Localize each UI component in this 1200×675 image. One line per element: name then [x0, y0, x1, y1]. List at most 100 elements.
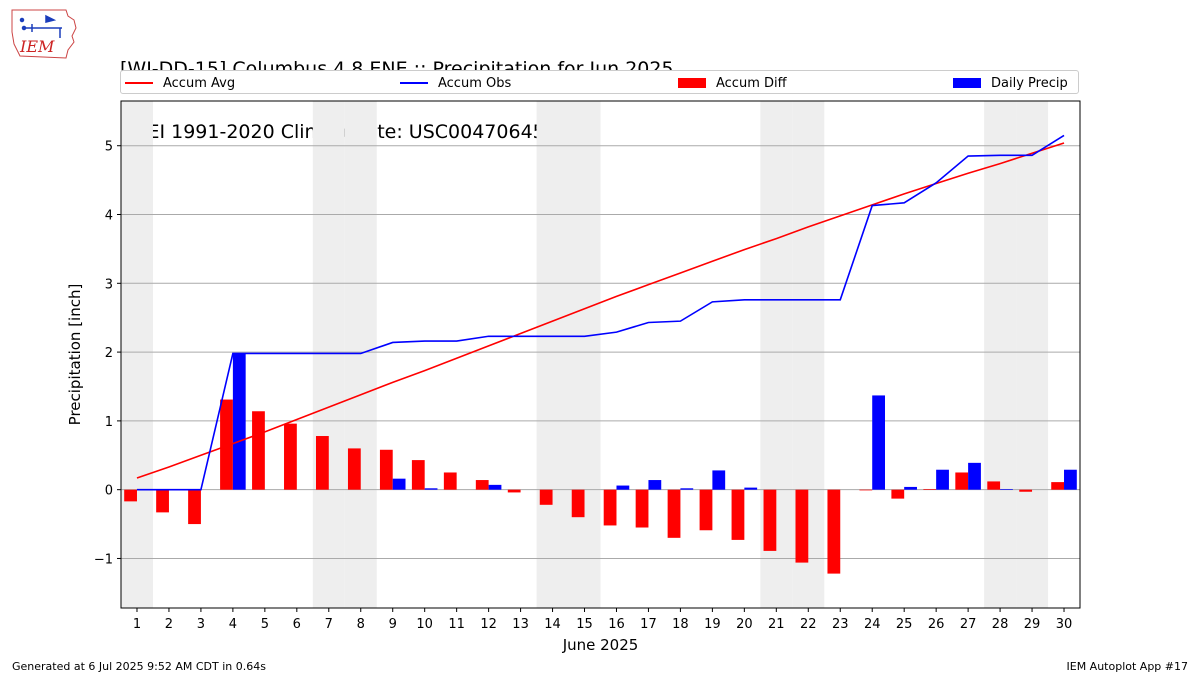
- bar-accum-diff: [347, 448, 361, 490]
- bar-daily-precip: [424, 488, 438, 490]
- bar-accum-diff: [827, 489, 841, 574]
- x-tick-label: 18: [672, 617, 689, 632]
- x-tick-label: 9: [389, 617, 397, 632]
- iem-logo: IEM: [11, 9, 77, 59]
- x-tick-label: 22: [800, 617, 817, 632]
- x-tick-label: 11: [448, 617, 465, 632]
- bar-daily-precip: [968, 462, 981, 490]
- bar-daily-precip: [488, 484, 502, 490]
- x-tick-label: 28: [992, 617, 1009, 632]
- bar-accum-diff: [411, 460, 425, 490]
- bar-accum-diff: [539, 489, 553, 505]
- bar-accum-diff: [795, 489, 809, 563]
- y-tick-label: 5: [105, 140, 113, 155]
- bar-accum-diff: [252, 411, 265, 490]
- y-tick-label: 4: [105, 209, 113, 224]
- bar-accum-diff: [859, 489, 873, 491]
- bar-accum-diff: [699, 489, 713, 531]
- bar-daily-precip: [680, 488, 694, 490]
- bar-daily-precip: [936, 469, 949, 490]
- x-tick-label: 29: [1024, 617, 1041, 632]
- bar-accum-diff: [188, 489, 201, 525]
- logo-text: IEM: [19, 37, 55, 56]
- x-tick-label: 7: [325, 617, 333, 632]
- bar-accum-diff: [923, 488, 937, 490]
- weather-station-icon: [19, 14, 62, 38]
- x-tick-label: 14: [544, 617, 561, 632]
- x-tick-label: 3: [197, 617, 205, 632]
- x-tick-label: 5: [261, 617, 269, 632]
- legend-label-daily-precip: Daily Precip: [991, 75, 1068, 91]
- bar-accum-diff: [635, 489, 649, 528]
- bar-accum-diff: [284, 423, 297, 490]
- legend-label-accum-avg: Accum Avg: [163, 75, 236, 91]
- bar-accum-diff: [603, 489, 617, 526]
- bar-accum-diff: [731, 489, 745, 540]
- x-tick-label: 20: [736, 617, 753, 632]
- line-accum-avg: [136, 142, 1065, 479]
- bar-accum-diff: [507, 489, 521, 493]
- x-tick-label: 2: [165, 617, 173, 632]
- x-tick-label: 24: [864, 617, 881, 632]
- bar-daily-precip: [1064, 469, 1077, 490]
- x-tick-label: 27: [960, 617, 977, 632]
- bar-daily-precip: [616, 485, 630, 490]
- x-tick-label: 13: [512, 617, 529, 632]
- x-tick-label: 10: [416, 617, 433, 632]
- weekend-shade: [344, 101, 377, 608]
- y-tick-label: 0: [105, 484, 113, 499]
- bar-accum-diff: [1051, 482, 1065, 490]
- weekend-shade: [121, 101, 153, 608]
- bar-accum-diff: [571, 489, 585, 518]
- x-tick-label: 21: [768, 617, 785, 632]
- plot-frame: [120, 100, 1081, 609]
- bar-accum-diff: [763, 489, 777, 551]
- weekend-shade: [984, 101, 1017, 608]
- bar-daily-precip: [648, 480, 662, 490]
- bar-daily-precip: [232, 353, 246, 490]
- legend-swatch-daily-precip: [953, 78, 981, 88]
- weekend-shade: [312, 101, 345, 608]
- x-tick-label: 1: [133, 617, 141, 632]
- legend-item-accum-avg: Accum Avg: [125, 74, 235, 92]
- bar-accum-diff: [475, 480, 489, 490]
- bar-daily-precip: [1000, 488, 1013, 490]
- legend-label-accum-diff: Accum Diff: [716, 75, 787, 91]
- x-tick-label: 17: [640, 617, 657, 632]
- y-axis-label: Precipitation [inch]: [66, 284, 84, 426]
- y-tick-label: 1: [105, 415, 113, 430]
- x-tick-label: 12: [480, 617, 497, 632]
- x-tick-label: 19: [704, 617, 721, 632]
- x-axis-label: June 2025: [562, 636, 639, 654]
- bar-daily-precip: [744, 487, 758, 490]
- y-tick-label: 3: [105, 277, 113, 292]
- bar-daily-precip: [712, 470, 726, 490]
- chart-legend: Accum Avg Accum Obs Accum Diff Daily Pre…: [120, 70, 1079, 94]
- weekend-shade: [536, 101, 569, 608]
- legend-item-daily-precip: Daily Precip: [953, 74, 1068, 92]
- bar-accum-diff: [667, 489, 681, 538]
- bar-daily-precip: [392, 478, 406, 490]
- line-accum-obs: [136, 134, 1065, 491]
- x-tick-label: 6: [293, 617, 301, 632]
- legend-item-accum-diff: Accum Diff: [678, 74, 787, 92]
- bar-accum-diff: [220, 399, 233, 490]
- legend-swatch-accum-diff: [678, 78, 706, 88]
- bar-accum-diff: [987, 481, 1001, 490]
- bar-accum-diff: [156, 489, 169, 513]
- iowa-outline-icon: [11, 9, 77, 59]
- y-tick-label: −1: [94, 552, 113, 567]
- bar-accum-diff: [891, 489, 905, 499]
- legend-item-accum-obs: Accum Obs: [400, 74, 511, 92]
- legend-label-accum-obs: Accum Obs: [438, 75, 512, 91]
- x-tick-label: 25: [896, 617, 913, 632]
- x-tick-label: 4: [229, 617, 237, 632]
- bar-accum-diff: [443, 472, 457, 490]
- bar-accum-diff: [955, 472, 969, 490]
- bar-daily-precip: [904, 486, 917, 490]
- generated-note: Generated at 6 Jul 2025 9:52 AM CDT in 0…: [12, 660, 266, 673]
- x-tick-label: 16: [608, 617, 625, 632]
- x-tick-label: 30: [1056, 617, 1073, 632]
- x-tick-label: 23: [832, 617, 849, 632]
